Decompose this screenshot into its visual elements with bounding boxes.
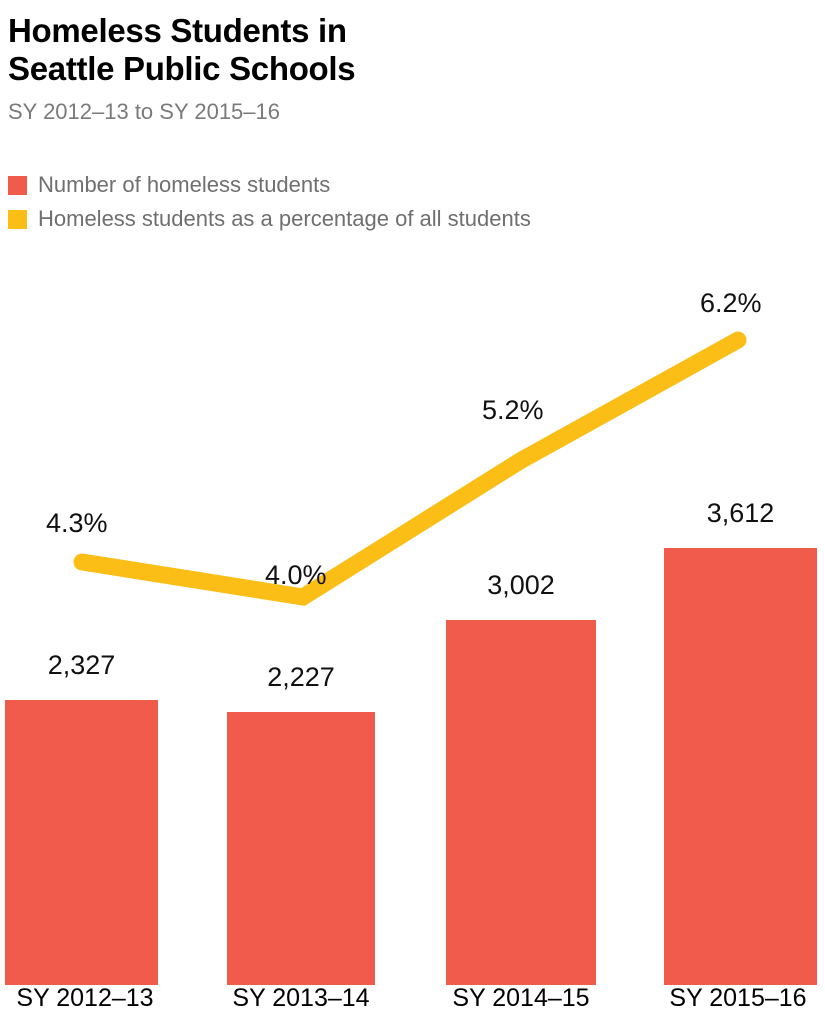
legend-item-line-label: Homeless students as a percentage of all…	[38, 206, 531, 231]
pct-value-label-sy-2015-16: 6.2%	[700, 288, 762, 318]
pct-value-label-sy-2014-15: 5.2%	[482, 395, 544, 425]
x-tick-label-sy-2013-14: SY 2013–14	[232, 984, 370, 1012]
legend-item-line: Homeless students as a percentage of all…	[8, 202, 818, 236]
x-tick-label-sy-2012-13: SY 2012–13	[16, 984, 154, 1012]
chart-subtitle: SY 2012–13 to SY 2015–16	[8, 98, 280, 124]
bar-sy-2012-13	[5, 700, 158, 985]
bar-sy-2013-14	[227, 712, 375, 985]
pct-value-label-sy-2013-14: 4.0%	[265, 560, 327, 590]
legend-swatch-bars-icon	[8, 175, 27, 195]
page-title: Homeless Students in Seattle Public Scho…	[8, 12, 356, 88]
x-tick-label-sy-2014-15: SY 2014–15	[452, 984, 590, 1012]
x-axis: SY 2012–13 SY 2013–14 SY 2014–15 SY 2015…	[0, 984, 825, 1024]
bar-sy-2015-16	[664, 548, 817, 985]
legend-item-bars-label: Number of homeless students	[38, 172, 331, 197]
pct-value-label-sy-2012-13: 4.3%	[46, 508, 108, 538]
bar-value-label-sy-2013-14: 2,227	[267, 662, 335, 692]
percentage-polyline	[73, 331, 747, 606]
bar-value-label-sy-2014-15: 3,002	[487, 570, 555, 600]
bar-sy-2014-15	[446, 620, 596, 985]
bar-value-label-sy-2012-13: 2,327	[47, 650, 116, 680]
legend-swatch-line-icon	[8, 209, 27, 229]
chart-legend: Number of homeless students Homeless stu…	[8, 168, 818, 236]
chart-header: Homeless Students in Seattle Public Scho…	[8, 12, 818, 125]
bar-value-label-sy-2015-16: 3,612	[706, 498, 775, 528]
legend-item-bars: Number of homeless students	[8, 168, 818, 202]
x-tick-label-sy-2015-16: SY 2015–16	[669, 984, 807, 1012]
